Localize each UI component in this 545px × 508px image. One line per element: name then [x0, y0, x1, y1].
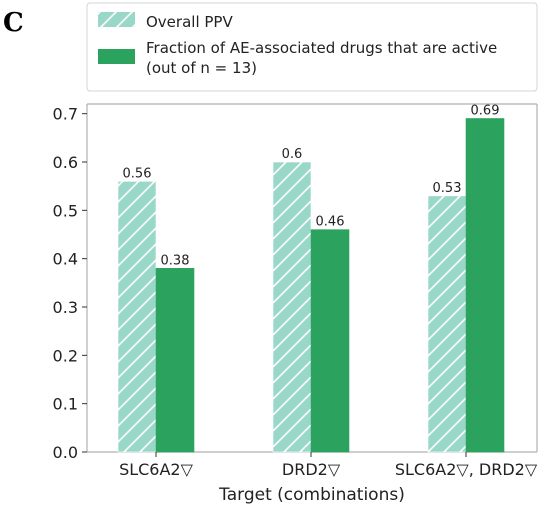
x-axis-label: Target (combinations) — [218, 485, 405, 505]
y-tick-label: 0.5 — [53, 201, 78, 220]
x-tick-label: SLC6A2▽, DRD2▽ — [395, 460, 538, 479]
legend-swatch-1 — [98, 12, 135, 27]
bar-series-2 — [310, 229, 350, 453]
bar-series-1 — [427, 195, 467, 453]
bar-series-1 — [272, 161, 312, 453]
y-tick-label: 0.3 — [53, 298, 78, 317]
x-tick-label: DRD2▽ — [282, 460, 341, 479]
y-tick-label: 0.2 — [53, 346, 78, 365]
bar-series-1 — [117, 181, 157, 453]
plot-area: 0.0 0.1 0.2 0.3 0.4 0.5 0.6 0.7 0.56 0.38 SLC6A2▽ 0… — [53, 103, 538, 505]
legend-frame — [86, 2, 538, 92]
y-tick-label: 0.4 — [53, 250, 78, 269]
y-tick-label: 0.6 — [53, 153, 78, 172]
legend-label-2-line-2: (out of n = 13) — [146, 59, 257, 77]
y-tick-label: 0.7 — [53, 105, 78, 124]
x-tick-label: SLC6A2▽ — [119, 460, 194, 479]
legend-label-1-line-1: Overall PPV — [146, 13, 233, 31]
data-label-series-1: 0.6 — [282, 147, 303, 162]
legend-swatch-2 — [98, 49, 135, 64]
data-label-series-2: 0.38 — [161, 253, 190, 268]
panel-label: C — [3, 8, 24, 38]
data-label-series-1: 0.53 — [433, 181, 462, 196]
y-tick-label: 0.1 — [53, 395, 78, 414]
data-label-series-2: 0.69 — [471, 104, 500, 119]
legend-label-2-line-1: Fraction of AE-associated drugs that are… — [146, 39, 497, 57]
y-tick-label: 0.0 — [53, 443, 78, 462]
bar-series-2 — [465, 118, 505, 453]
data-label-series-1: 0.56 — [123, 166, 152, 181]
data-label-series-2: 0.46 — [316, 215, 345, 230]
bar-series-2 — [155, 268, 195, 453]
legend: Overall PPV Fraction of AE-associated dru… — [86, 2, 538, 92]
